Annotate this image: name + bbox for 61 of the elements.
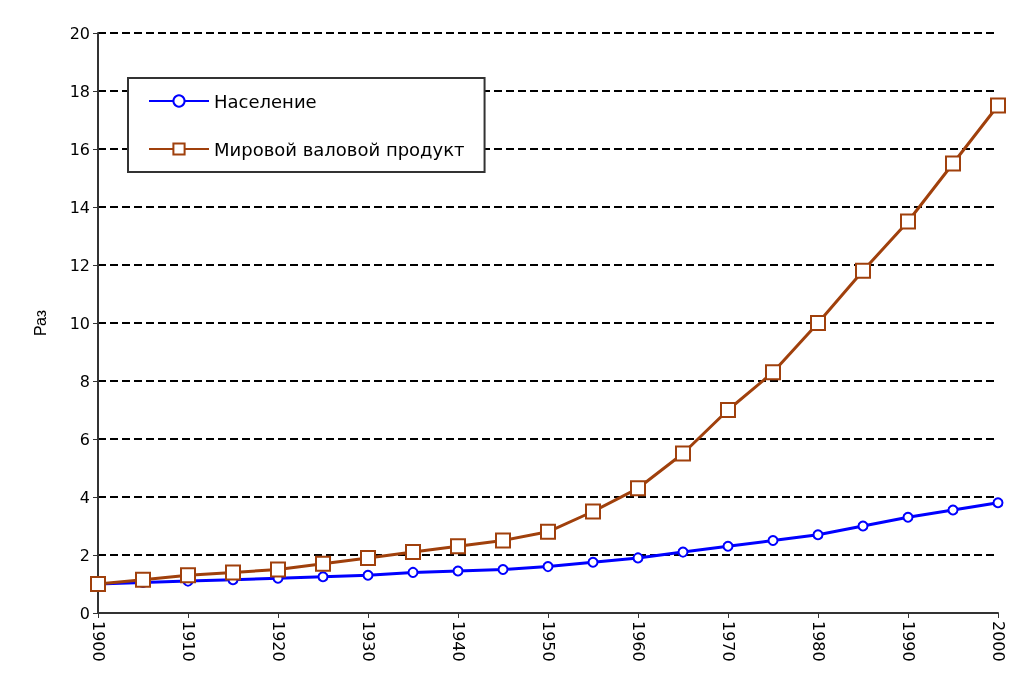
y-tick-label: 6 xyxy=(79,429,90,449)
point xyxy=(450,538,466,555)
point xyxy=(407,566,419,578)
x-tick-label: 1980 xyxy=(808,621,828,662)
point xyxy=(677,546,689,558)
point xyxy=(587,556,599,568)
y-tick-label: 0 xyxy=(79,603,90,623)
point xyxy=(630,480,646,497)
y-tick-label: 8 xyxy=(79,371,90,391)
x-tick-label: 2000 xyxy=(988,621,1008,662)
point xyxy=(947,504,959,516)
point xyxy=(180,567,196,584)
y-tick-label: 4 xyxy=(79,487,90,507)
point xyxy=(315,555,331,572)
point xyxy=(857,520,869,532)
point xyxy=(270,561,286,578)
x-tick-label: 1990 xyxy=(898,621,918,662)
point xyxy=(765,364,781,381)
point xyxy=(900,213,916,230)
legend-label: Мировой валовой продукт xyxy=(214,138,465,160)
point xyxy=(542,561,554,573)
point xyxy=(585,503,601,520)
y-axis-title: Раз xyxy=(31,309,49,337)
point xyxy=(945,155,961,172)
point xyxy=(720,402,736,418)
x-tick-label: 1930 xyxy=(358,621,378,662)
x-tick-label: 1920 xyxy=(268,621,288,662)
point xyxy=(360,549,376,566)
point xyxy=(990,97,1006,114)
x-tick-label: 1950 xyxy=(538,621,558,662)
point xyxy=(812,529,824,541)
point xyxy=(810,315,826,331)
point xyxy=(135,571,151,588)
point xyxy=(362,569,374,581)
x-tick-label: 1900 xyxy=(88,621,108,662)
y-tick-label: 20 xyxy=(69,23,90,43)
point xyxy=(675,445,691,462)
x-tick-label: 1940 xyxy=(448,621,468,662)
point xyxy=(902,511,914,523)
y-tick-label: 12 xyxy=(69,255,90,275)
point xyxy=(992,497,1004,509)
point xyxy=(495,532,511,549)
legend-label: Население xyxy=(214,90,317,112)
y-tick-label: 14 xyxy=(69,197,90,217)
point xyxy=(317,571,329,583)
y-tick-label: 10 xyxy=(69,313,90,333)
point xyxy=(497,564,509,575)
point xyxy=(632,552,644,564)
point xyxy=(540,523,556,540)
point xyxy=(855,262,871,279)
point xyxy=(452,565,464,577)
y-tick-label: 18 xyxy=(69,81,90,101)
point xyxy=(225,564,241,581)
point xyxy=(405,544,421,561)
point xyxy=(767,535,779,546)
x-tick-label: 1910 xyxy=(178,621,198,662)
point xyxy=(722,540,734,552)
x-tick-label: 1960 xyxy=(628,621,648,662)
y-tick-label: 16 xyxy=(69,139,90,159)
x-tick-label: 1970 xyxy=(718,621,738,662)
y-tick-label: 2 xyxy=(79,545,90,565)
